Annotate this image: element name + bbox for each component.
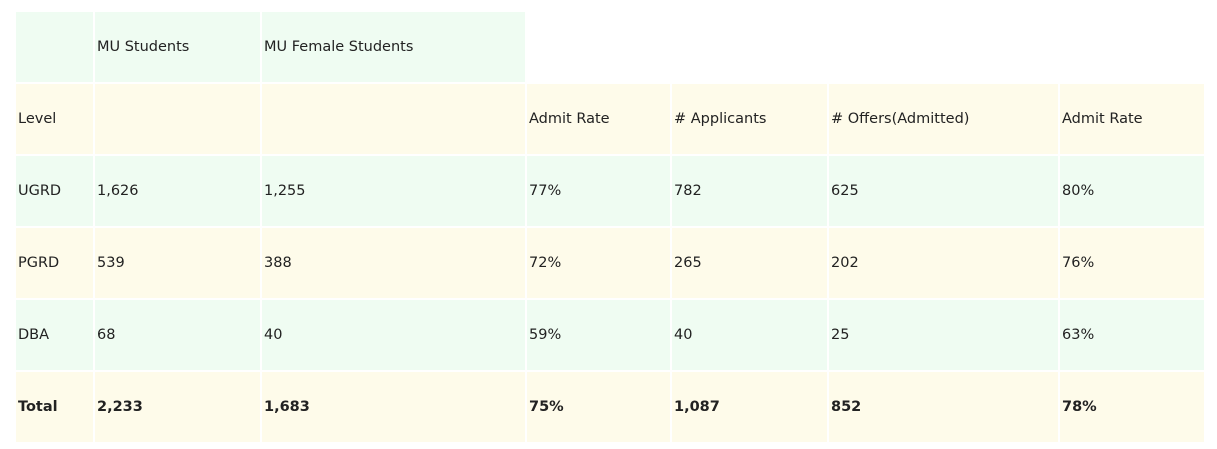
table-cell: 78% bbox=[1060, 372, 1204, 442]
empty-cell bbox=[829, 12, 1058, 82]
table-cell: 202 bbox=[829, 228, 1058, 298]
header-cell: MU Students bbox=[95, 12, 260, 82]
table-cell: 59% bbox=[527, 300, 670, 370]
table-cell: 539 bbox=[95, 228, 260, 298]
empty-cell bbox=[527, 12, 670, 82]
table-cell: 40 bbox=[262, 300, 525, 370]
table-cell: 75% bbox=[527, 372, 670, 442]
table-cell: 63% bbox=[1060, 300, 1204, 370]
column-label: Admit Rate bbox=[527, 84, 670, 154]
column-label: Admit Rate bbox=[1060, 84, 1204, 154]
column-label: # Offers(Admitted) bbox=[829, 84, 1058, 154]
table-cell: 1,255 bbox=[262, 156, 525, 226]
column-label bbox=[262, 84, 525, 154]
table-cell: 625 bbox=[829, 156, 1058, 226]
empty-cell bbox=[1060, 12, 1204, 82]
table-cell: 80% bbox=[1060, 156, 1204, 226]
empty-cell bbox=[672, 12, 827, 82]
table-cell: 1,087 bbox=[672, 372, 827, 442]
table-cell: 852 bbox=[829, 372, 1058, 442]
table-cell: 40 bbox=[672, 300, 827, 370]
table-cell: 25 bbox=[829, 300, 1058, 370]
table-cell: 2,233 bbox=[95, 372, 260, 442]
row-label: Total bbox=[16, 372, 93, 442]
row-label: PGRD bbox=[16, 228, 93, 298]
table-cell: 388 bbox=[262, 228, 525, 298]
table-cell: 1,683 bbox=[262, 372, 525, 442]
row-label: UGRD bbox=[16, 156, 93, 226]
header-cell: MU Female Students bbox=[262, 12, 525, 82]
column-label bbox=[95, 84, 260, 154]
table-cell: 265 bbox=[672, 228, 827, 298]
row-label: DBA bbox=[16, 300, 93, 370]
table-cell: 68 bbox=[95, 300, 260, 370]
table-cell: 77% bbox=[527, 156, 670, 226]
table-cell: 1,626 bbox=[95, 156, 260, 226]
table-cell: 72% bbox=[527, 228, 670, 298]
data-table: MU Students MU Female Students Level Admit … bbox=[16, 12, 1204, 442]
column-label: # Applicants bbox=[672, 84, 827, 154]
column-label: Level bbox=[16, 84, 93, 154]
header-cell bbox=[16, 12, 93, 82]
table-cell: 782 bbox=[672, 156, 827, 226]
table-cell: 76% bbox=[1060, 228, 1204, 298]
